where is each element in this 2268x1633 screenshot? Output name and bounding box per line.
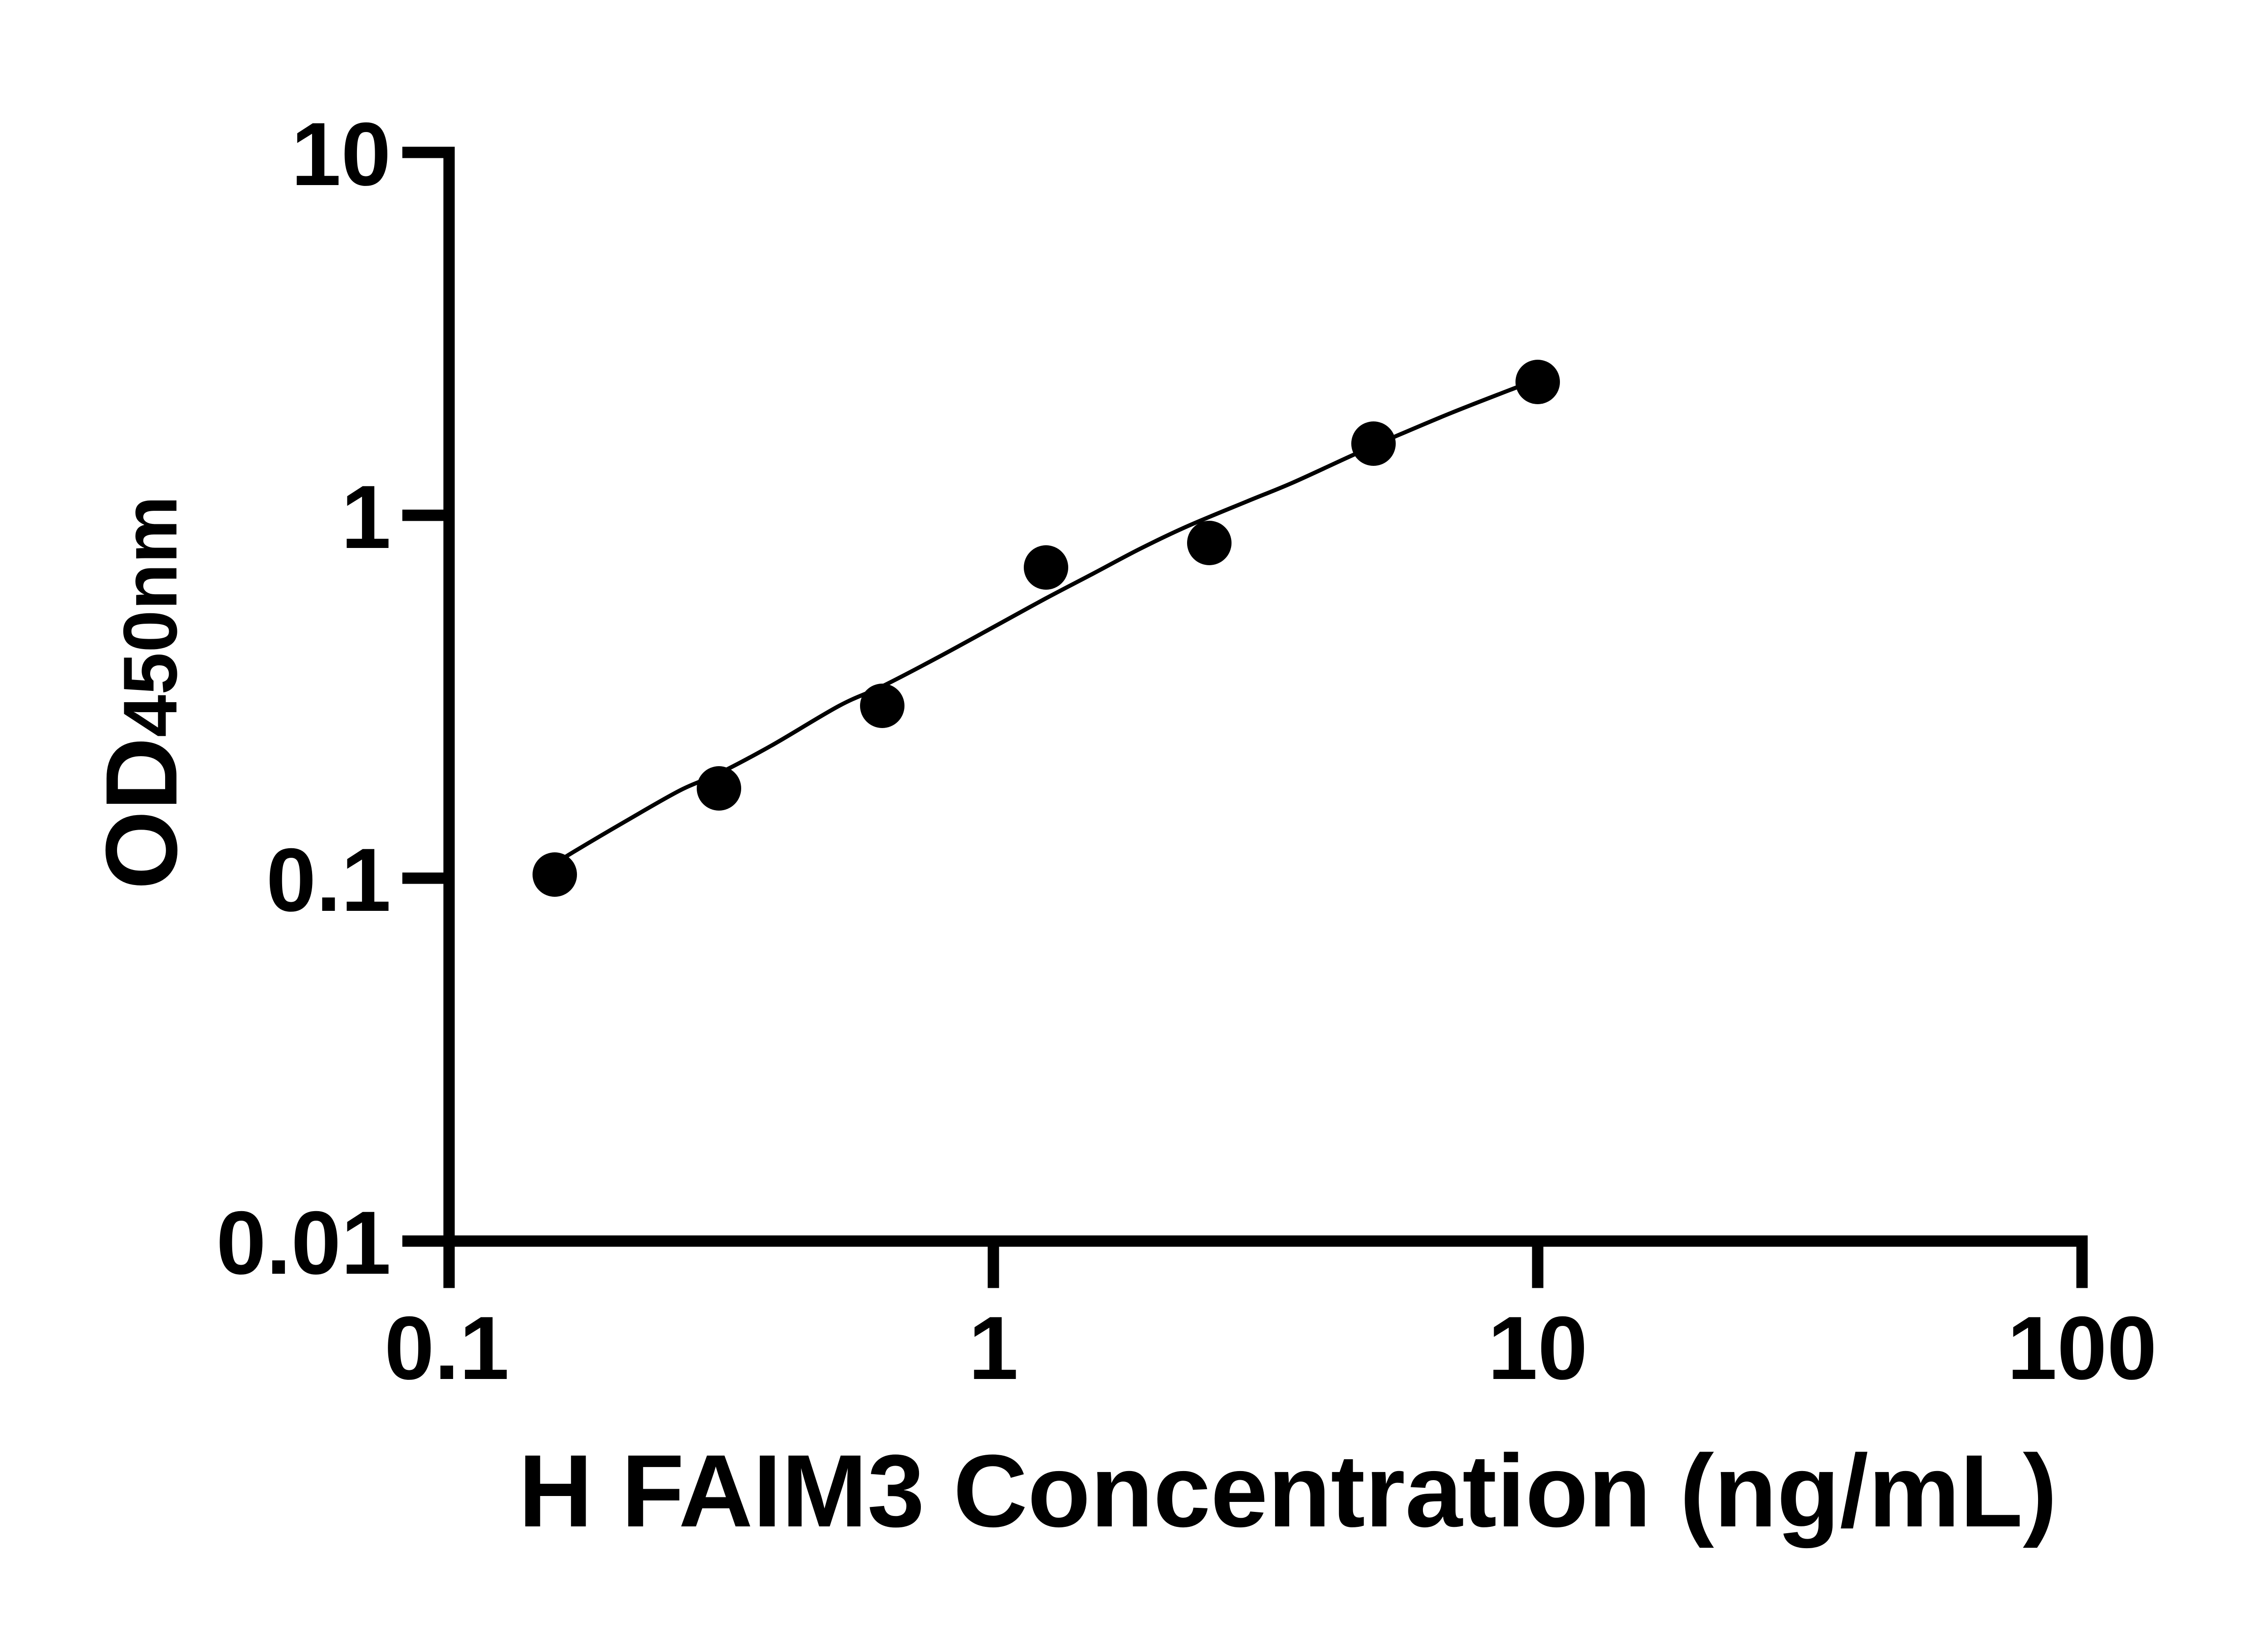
svg-text:0.1: 0.1 [384,1298,509,1398]
svg-text:1: 1 [341,467,391,567]
svg-text:1: 1 [968,1298,1018,1398]
svg-text:0.1: 0.1 [266,830,391,930]
svg-text:100: 100 [2007,1298,2157,1398]
svg-text:H FAIM3 Concentration (ng/mL): H FAIM3 Concentration (ng/mL) [518,1434,2057,1549]
svg-text:10: 10 [291,104,391,204]
svg-text:10: 10 [1488,1298,1588,1398]
svg-text:OD450nm: OD450nm [85,496,198,890]
svg-text:0.01: 0.01 [216,1193,391,1293]
